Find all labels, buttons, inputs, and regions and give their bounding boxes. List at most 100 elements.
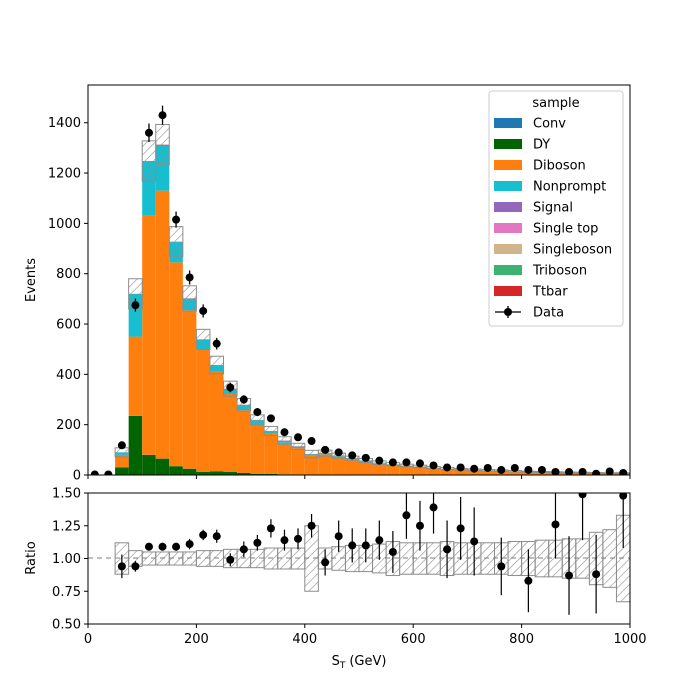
data-point <box>334 448 343 457</box>
data-point <box>551 467 560 475</box>
bar-diboson <box>480 470 495 475</box>
data-point <box>253 408 262 417</box>
data-point <box>90 470 99 475</box>
y-tick-label: 1400 <box>48 116 81 131</box>
x-axis-label-unit: (GeV) <box>349 654 386 669</box>
bar-dy <box>250 473 265 475</box>
ratio-point <box>199 530 208 539</box>
uncertainty-bin <box>141 140 157 182</box>
data-point <box>117 441 126 450</box>
ratio-point <box>131 562 140 571</box>
data-point <box>483 463 492 472</box>
bar-diboson <box>413 466 427 475</box>
bar-dy <box>237 472 251 475</box>
legend-label: DY <box>533 138 550 153</box>
data-point <box>185 273 194 282</box>
bar-diboson <box>399 465 414 475</box>
y-tick-label: 0 <box>73 469 81 484</box>
bar-diboson <box>209 371 224 472</box>
bar-diboson <box>386 464 400 475</box>
ratio-point <box>117 562 126 571</box>
bar-diboson <box>155 190 170 459</box>
data-point <box>388 458 397 467</box>
data-points <box>90 105 628 475</box>
bar-dy <box>128 415 143 475</box>
bar-diboson <box>318 454 332 475</box>
legend-swatch-conv <box>494 118 522 128</box>
x-tick-label: 200 <box>184 632 209 647</box>
legend-swatch-ttbar <box>494 286 522 296</box>
bar-dy <box>142 454 156 475</box>
ratio-point <box>470 537 479 546</box>
ratio-point <box>497 562 506 571</box>
uncertainty-bin <box>263 425 279 436</box>
legend-title: sample <box>532 96 579 111</box>
bar-diboson <box>359 460 373 475</box>
bar-diboson <box>508 471 522 475</box>
legend-swatch-nonprompt <box>494 181 522 191</box>
uncertainty-bin <box>290 442 306 450</box>
ratio-point <box>348 541 357 550</box>
legend-label: Ttbar <box>532 285 568 300</box>
x-tick-label: 800 <box>509 632 534 647</box>
legend-entries: Conv DY Diboson Nonprompt Signal Single top Si… <box>494 117 612 321</box>
ratio-panel: 0.50 0.75 1.00 1.25 1.50 0 200 400 600 800 1000 R… <box>24 487 647 672</box>
data-point <box>578 467 587 475</box>
y-axis-label-events: Events <box>24 258 39 302</box>
bar-diboson <box>440 468 454 475</box>
x-tick-label: 0 <box>84 632 92 647</box>
data-point <box>348 451 357 460</box>
data-point <box>294 433 303 442</box>
bar-diboson <box>250 424 265 474</box>
ratio-point <box>280 536 289 545</box>
x-tick-label: 600 <box>401 632 426 647</box>
ratio-point <box>619 493 628 500</box>
ratio-point <box>402 511 411 520</box>
ratio-point <box>172 542 181 551</box>
data-point <box>524 465 533 474</box>
bar-diboson <box>169 262 183 467</box>
data-point <box>565 467 574 475</box>
legend-swatch-triboson <box>494 265 522 275</box>
data-point <box>172 215 181 224</box>
uncertainty-bin <box>209 355 224 375</box>
data-point <box>510 463 519 472</box>
y-tick-label: 600 <box>56 318 81 333</box>
main-x-ticks <box>87 475 631 479</box>
y-axis-label-ratio: Ratio <box>24 541 39 574</box>
bar-diboson <box>237 410 251 473</box>
data-point <box>212 339 221 348</box>
bar-diboson <box>128 336 143 416</box>
ratio-point <box>334 532 343 541</box>
ratio-point <box>321 558 330 567</box>
ratio-point <box>456 524 465 533</box>
ratio-point <box>212 532 221 541</box>
x-tick-label: 400 <box>292 632 317 647</box>
ratio-point <box>266 524 275 533</box>
data-point <box>415 459 424 468</box>
data-point <box>144 128 153 137</box>
ratio-point <box>524 576 533 585</box>
ratio-point <box>307 521 316 530</box>
main-panel: 0 200 400 600 800 1000 1200 1400 Events <box>24 84 631 484</box>
data-point <box>307 437 316 446</box>
data-point <box>321 445 330 454</box>
y-tick-label: 200 <box>56 418 81 433</box>
y-tick-label: 800 <box>56 267 81 282</box>
uncertainty-bin <box>277 436 292 445</box>
main-y-axis: 0 200 400 600 800 1000 1200 1400 <box>48 116 88 484</box>
bar-dy <box>115 467 129 475</box>
uncertainty-bin <box>168 226 184 258</box>
data-point <box>104 470 113 475</box>
bar-dy <box>169 466 183 475</box>
legend-label: Signal <box>533 201 573 216</box>
ratio-uncertainty-band <box>114 514 630 603</box>
ratio-point <box>253 538 262 547</box>
bar-dy <box>155 458 170 475</box>
legend-label: Diboson <box>533 159 586 174</box>
data-point <box>239 395 248 404</box>
bar-diboson <box>345 459 359 475</box>
bar-diboson <box>182 310 197 469</box>
data-point <box>619 468 628 475</box>
y-tick-label: 1000 <box>48 217 81 232</box>
